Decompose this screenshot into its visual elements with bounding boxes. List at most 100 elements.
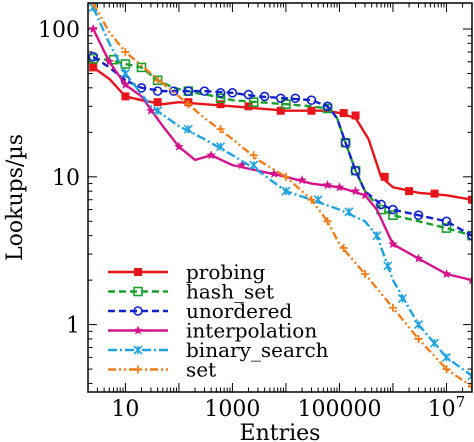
- series-line-hash-set: [93, 57, 472, 237]
- data-point-unordered: [306, 95, 317, 105]
- data-point-unordered: [243, 89, 254, 100]
- ticks-layer: 10 1000 100000 107 1 10 100: [38, 3, 472, 422]
- x-tick-label: 100000: [297, 397, 381, 422]
- data-point-set: [89, 3, 98, 7]
- data-point-interpolation: [467, 275, 472, 285]
- legend: probinghash_setunorderedinterpolationbin…: [108, 260, 329, 382]
- data-point-set: [339, 243, 348, 252]
- legend-marker-set: [134, 365, 142, 374]
- data-point-set: [360, 270, 369, 279]
- data-point-probing: [339, 109, 348, 118]
- data-point-binary-search: [383, 261, 393, 271]
- data-point-interpolation: [350, 186, 361, 196]
- legend-label-set: set: [186, 358, 216, 382]
- data-point-probing: [276, 106, 285, 115]
- series-line-unordered: [92, 55, 472, 237]
- data-point-interpolation: [297, 175, 307, 185]
- data-point-set: [442, 365, 451, 374]
- data-point-interpolation: [269, 168, 279, 178]
- data-point-binary-search: [183, 124, 193, 134]
- data-point-binary-search: [281, 186, 291, 196]
- data-point-interpolation: [174, 141, 184, 151]
- data-point-interpolation: [360, 190, 370, 200]
- data-point-set: [184, 100, 193, 109]
- data-point-unordered: [275, 93, 286, 104]
- x-axis-label: Entries: [240, 421, 321, 442]
- data-point-binary-search: [153, 106, 163, 116]
- data-point-unordered: [152, 86, 163, 96]
- y-tick-label: 1: [66, 314, 80, 339]
- data-point-unordered: [168, 86, 179, 96]
- data-point-probing: [351, 111, 360, 120]
- data-point-probing: [244, 102, 253, 111]
- series-line-interpolation: [92, 28, 472, 282]
- series-set: [89, 3, 472, 391]
- y-tick-label: 10: [52, 166, 80, 191]
- legend-marker-probing: [134, 268, 142, 276]
- series-binary-search: [88, 3, 472, 381]
- data-point-probing: [468, 195, 472, 204]
- data-point-binary-search: [249, 160, 259, 170]
- data-point-hash-set: [388, 210, 398, 220]
- data-point-set: [249, 151, 258, 160]
- data-point-probing: [405, 187, 414, 196]
- data-point-set: [414, 334, 423, 343]
- legend-label-unordered: unordered: [186, 299, 292, 323]
- x-tick-label: 1000: [204, 397, 260, 422]
- series-probing: [89, 63, 472, 204]
- data-point-set: [323, 217, 332, 226]
- data-point-set: [153, 76, 162, 85]
- data-point-unordered: [199, 86, 210, 96]
- data-point-unordered: [340, 137, 351, 148]
- data-point-binary-search: [215, 142, 226, 152]
- data-point-interpolation: [237, 160, 247, 170]
- data-point-hash-set: [441, 223, 452, 233]
- data-point-binary-search: [372, 231, 382, 241]
- data-point-interpolation: [206, 150, 216, 160]
- data-point-unordered: [215, 88, 226, 98]
- data-point-probing: [307, 106, 316, 115]
- legend-marker-interpolation: [133, 325, 143, 335]
- legend-marker-unordered: [133, 306, 143, 316]
- data-point-unordered: [322, 101, 333, 112]
- data-point-interpolation: [413, 253, 424, 263]
- data-point-probing: [153, 98, 162, 107]
- data-point-unordered: [350, 165, 361, 176]
- data-point-interpolation: [120, 79, 131, 89]
- series-layer: [88, 3, 472, 391]
- data-point-binary-search: [397, 294, 407, 304]
- y-axis-label: Lookups/µs: [3, 134, 28, 261]
- data-point-unordered: [467, 230, 472, 241]
- legend-label-hash-set: hash_set: [186, 280, 274, 304]
- data-point-binary-search: [313, 195, 323, 205]
- data-point-probing: [89, 63, 98, 72]
- data-point-probing: [121, 92, 130, 101]
- data-point-interpolation: [88, 24, 98, 34]
- data-point-binary-search: [413, 320, 424, 330]
- data-point-interpolation: [334, 182, 345, 192]
- data-point-unordered: [413, 210, 424, 220]
- data-point-set: [121, 47, 130, 56]
- series-unordered: [88, 51, 472, 241]
- data-point-set: [281, 172, 290, 181]
- data-point-set: [388, 303, 397, 312]
- series-line-probing: [92, 66, 472, 201]
- data-point-interpolation: [322, 180, 333, 190]
- data-point-binary-search: [441, 352, 452, 362]
- data-point-unordered: [290, 93, 301, 104]
- data-point-probing: [216, 100, 225, 109]
- legend-marker-binary-search: [133, 345, 143, 355]
- series-line-set: [92, 3, 472, 388]
- data-point-hash-set: [215, 93, 226, 104]
- x-tick-label: 107: [428, 393, 466, 422]
- legend-marker-hash-set: [133, 286, 143, 297]
- data-point-unordered: [259, 91, 270, 102]
- data-point-unordered: [183, 86, 194, 96]
- data-point-hash-set: [248, 97, 259, 107]
- data-point-binary-search: [344, 207, 354, 217]
- data-point-binary-search: [430, 338, 440, 348]
- data-point-probing: [380, 172, 389, 181]
- plot-frame: [87, 2, 473, 393]
- data-point-interpolation: [388, 239, 398, 249]
